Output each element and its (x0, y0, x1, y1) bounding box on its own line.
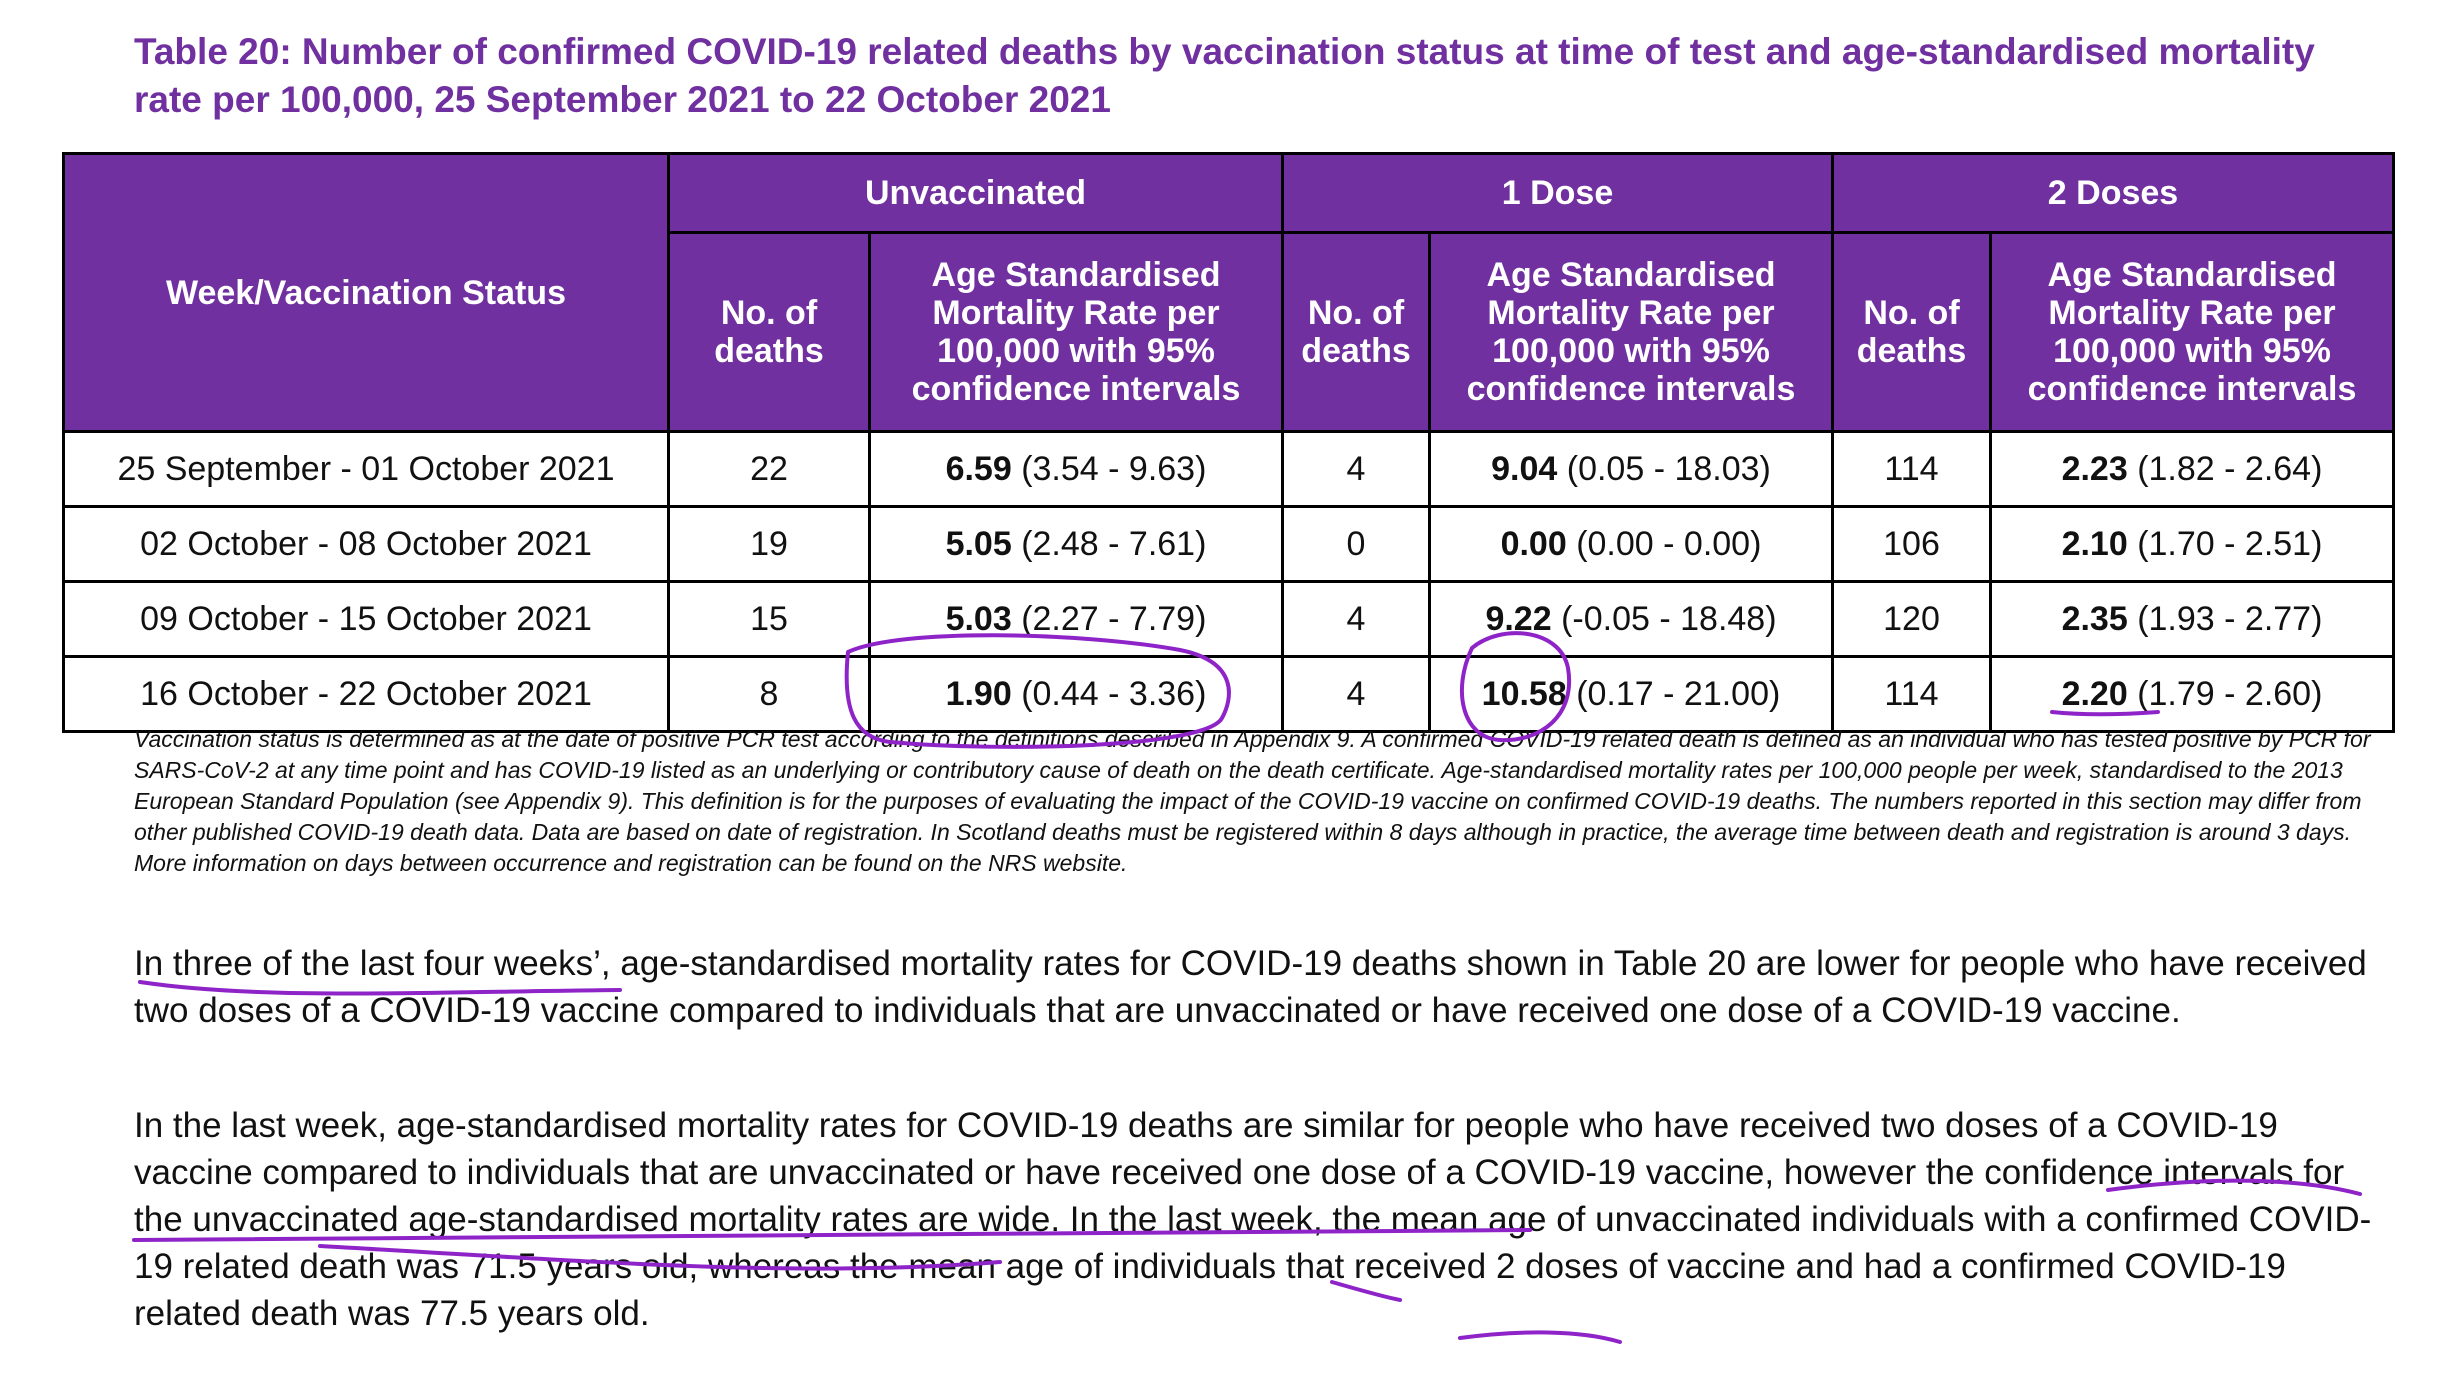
table-footnote: Vaccination status is determined as at t… (134, 726, 2371, 876)
d2-deaths-cell: 114 (1831, 655, 1992, 733)
week-cell: 09 October - 15 October 2021 (62, 580, 670, 658)
rate-value: 9.04 (1491, 449, 1558, 488)
confidence-interval: (1.79 - 2.60) (2137, 674, 2323, 713)
table-row: 09 October - 15 October 2021 15 5.03 (2.… (62, 580, 2395, 658)
confidence-interval: (0.00 - 0.00) (1576, 524, 1762, 563)
d1-deaths-cell: 4 (1281, 580, 1431, 658)
rate-value: 6.59 (945, 449, 1012, 488)
sub-header-row: No. of deaths Age Standardised Mortality… (64, 231, 2395, 433)
rate-value: 2.35 (2061, 599, 2128, 638)
group-header-2-doses: 2 Doses (1831, 152, 2395, 234)
unvax-deaths-header: No. of deaths (667, 231, 871, 433)
d2-rate-header: Age Standardised Mortality Rate per 100,… (1989, 231, 2395, 433)
week-cell: 16 October - 22 October 2021 (62, 655, 670, 733)
unvax-rate-header: Age Standardised Mortality Rate per 100,… (868, 231, 1284, 433)
group-header-row: Week/Vaccination Status Unvaccinated 1 D… (62, 152, 2395, 433)
confidence-interval: (-0.05 - 18.48) (1561, 599, 1777, 638)
d1-rate-header: Age Standardised Mortality Rate per 100,… (1428, 231, 1834, 433)
table-title: Table 20: Number of confirmed COVID-19 r… (134, 31, 2315, 120)
unvax-rate-cell: 5.03 (2.27 - 7.79) (868, 580, 1284, 658)
unvax-deaths-cell: 15 (667, 580, 871, 658)
rate-value: 1.90 (945, 674, 1012, 713)
deaths-by-vaccination-table: Week/Vaccination Status Unvaccinated 1 D… (62, 152, 2395, 733)
group-header-unvaccinated: Unvaccinated (667, 152, 1284, 234)
confidence-interval: (0.05 - 18.03) (1566, 449, 1771, 488)
d1-deaths-header: No. of deaths (1281, 231, 1431, 433)
d2-rate-cell: 2.20 (1.79 - 2.60) (1989, 655, 2395, 733)
confidence-interval: (0.17 - 21.00) (1576, 674, 1781, 713)
rate-value: 2.10 (2061, 524, 2128, 563)
rate-value: 9.22 (1485, 599, 1552, 638)
table-row: 02 October - 08 October 2021 19 5.05 (2.… (62, 505, 2395, 583)
d1-rate-cell: 0.00 (0.00 - 0.00) (1428, 505, 1834, 583)
table-row: 16 October - 22 October 2021 8 1.90 (0.4… (62, 655, 2395, 733)
unvax-deaths-cell: 22 (667, 430, 871, 508)
row-header-cell: Week/Vaccination Status (62, 152, 670, 433)
unvax-deaths-cell: 8 (667, 655, 871, 733)
d2-deaths-cell: 106 (1831, 505, 1992, 583)
confidence-interval: (0.44 - 3.36) (1021, 674, 1207, 713)
unvax-rate-cell: 5.05 (2.48 - 7.61) (868, 505, 1284, 583)
unvax-deaths-cell: 19 (667, 505, 871, 583)
confidence-interval: (2.27 - 7.79) (1021, 599, 1207, 638)
unvax-rate-cell: 1.90 (0.44 - 3.36) (868, 655, 1284, 733)
week-cell: 25 September - 01 October 2021 (62, 430, 670, 508)
rate-value: 0.00 (1500, 524, 1567, 563)
confidence-interval: (3.54 - 9.63) (1021, 449, 1207, 488)
d1-deaths-cell: 4 (1281, 430, 1431, 508)
rate-value: 2.20 (2061, 674, 2128, 713)
confidence-interval: (1.70 - 2.51) (2137, 524, 2323, 563)
confidence-interval: (2.48 - 7.61) (1021, 524, 1207, 563)
rate-value: 5.05 (945, 524, 1012, 563)
rate-value: 5.03 (945, 599, 1012, 638)
d2-deaths-cell: 120 (1831, 580, 1992, 658)
body-paragraph-1: In three of the last four weeks’, age-st… (134, 944, 2367, 1030)
group-header-1-dose: 1 Dose (1281, 152, 1834, 234)
d1-deaths-cell: 0 (1281, 505, 1431, 583)
d1-rate-cell: 10.58 (0.17 - 21.00) (1428, 655, 1834, 733)
d1-rate-cell: 9.22 (-0.05 - 18.48) (1428, 580, 1834, 658)
table-row: 25 September - 01 October 2021 22 6.59 (… (62, 430, 2395, 508)
d2-deaths-header: No. of deaths (1831, 231, 1992, 433)
d1-rate-cell: 9.04 (0.05 - 18.03) (1428, 430, 1834, 508)
d2-rate-cell: 2.23 (1.82 - 2.64) (1989, 430, 2395, 508)
d2-rate-cell: 2.10 (1.70 - 2.51) (1989, 505, 2395, 583)
unvax-rate-cell: 6.59 (3.54 - 9.63) (868, 430, 1284, 508)
rate-value: 10.58 (1481, 674, 1567, 713)
confidence-interval: (1.93 - 2.77) (2137, 599, 2323, 638)
body-paragraph-2: In the last week, age-standardised morta… (134, 1106, 2372, 1333)
d1-deaths-cell: 4 (1281, 655, 1431, 733)
d2-deaths-cell: 114 (1831, 430, 1992, 508)
week-cell: 02 October - 08 October 2021 (62, 505, 670, 583)
confidence-interval: (1.82 - 2.64) (2137, 449, 2323, 488)
rate-value: 2.23 (2061, 449, 2128, 488)
d2-rate-cell: 2.35 (1.93 - 2.77) (1989, 580, 2395, 658)
